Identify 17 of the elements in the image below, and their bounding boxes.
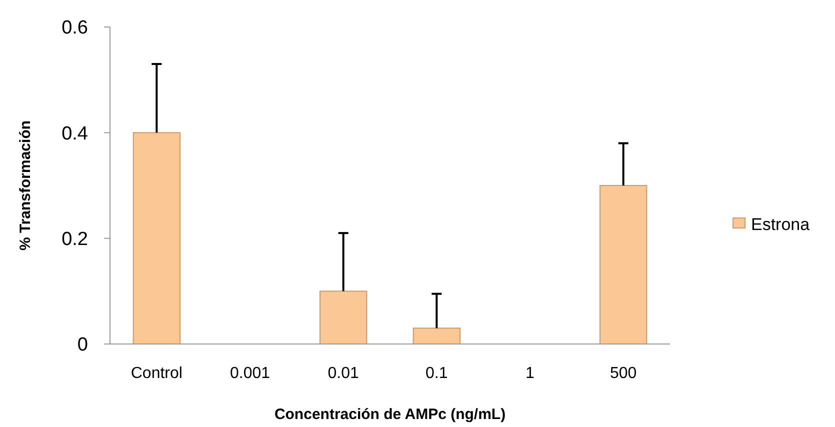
bar: [320, 290, 368, 344]
x-tick-label: Control: [130, 365, 182, 382]
y-tick-label: 0: [77, 334, 88, 356]
y-axis-title: % Transformación: [17, 120, 34, 251]
y-tick-label: 0.2: [62, 228, 88, 250]
y-tick-label: 0.6: [62, 18, 88, 39]
y-tick-label: 0.4: [62, 123, 88, 144]
bar: [412, 328, 460, 344]
bar: [132, 132, 180, 344]
bar: [600, 185, 648, 344]
x-tick-label: 0.001: [230, 365, 270, 382]
x-tick-label: 500: [610, 365, 637, 382]
x-tick-label: 0.1: [426, 365, 448, 382]
x-tick-label: 1: [526, 365, 535, 382]
x-axis-title: Concentración de AMPc (ng/mL): [274, 406, 506, 423]
legend-label: Estrona: [751, 214, 810, 234]
x-tick-label: 0.01: [328, 365, 360, 382]
